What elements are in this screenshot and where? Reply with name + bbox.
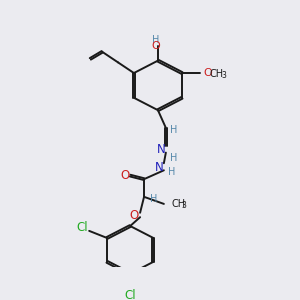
- Text: H: H: [150, 194, 158, 204]
- Text: H: H: [152, 35, 160, 45]
- Text: H: H: [170, 153, 178, 163]
- Text: O: O: [152, 40, 160, 51]
- Text: O: O: [130, 209, 139, 222]
- Text: N: N: [157, 143, 165, 157]
- Text: O: O: [204, 68, 212, 78]
- Text: O: O: [121, 169, 130, 182]
- Text: Cl: Cl: [124, 290, 136, 300]
- Text: N: N: [154, 161, 163, 174]
- Text: CH: CH: [210, 69, 224, 79]
- Text: H: H: [170, 124, 178, 135]
- Text: 3: 3: [221, 71, 226, 80]
- Text: 3: 3: [182, 201, 187, 210]
- Text: H: H: [168, 167, 176, 177]
- Text: CH: CH: [172, 199, 186, 209]
- Text: Cl: Cl: [76, 221, 88, 234]
